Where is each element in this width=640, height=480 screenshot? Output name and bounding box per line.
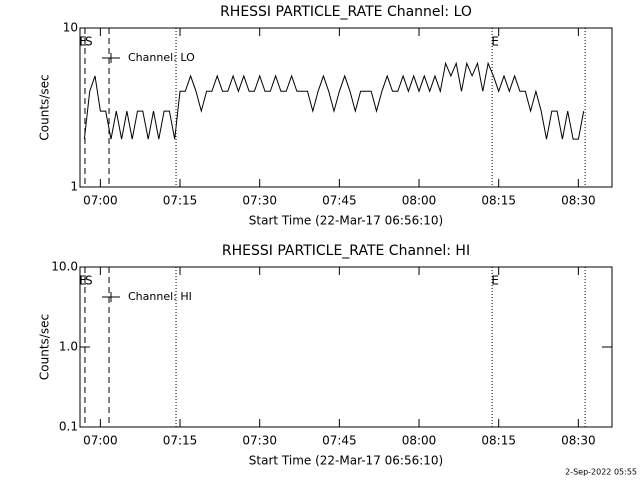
x-tick-label: 07:00 (83, 434, 118, 448)
x-tick-label: 07:30 (242, 194, 277, 208)
data-line (83, 61, 585, 140)
x-tick-label: 07:45 (322, 434, 357, 448)
x-axis-label: Start Time (22-Mar-17 06:56:10) (249, 454, 443, 468)
y-tick-label: 1.0 (59, 340, 78, 354)
y-axis-label: Counts/sec (38, 314, 52, 380)
annotation: S (85, 35, 93, 49)
x-tick-label: 07:45 (322, 194, 357, 208)
annotation: E (79, 35, 87, 49)
annotation: E (491, 274, 499, 288)
x-tick-label: 08:15 (481, 434, 516, 448)
legend-label: Channel: LO (128, 51, 195, 64)
legend-label: Channel: HI (128, 290, 192, 303)
y-tick-label: 10 (63, 21, 78, 35)
x-tick-label: 08:30 (561, 434, 596, 448)
annotation: E (79, 274, 87, 288)
chart-title: RHESSI PARTICLE_RATE Channel: LO (220, 4, 472, 20)
y-axis-label: Counts/sec (38, 74, 52, 140)
x-tick-label: 07:15 (163, 194, 198, 208)
footer: 2-Sep-2022 05:55 (565, 468, 637, 477)
x-tick-label: 07:15 (163, 434, 198, 448)
chart-title: RHESSI PARTICLE_RATE Channel: HI (222, 243, 470, 259)
x-tick-label: 08:30 (561, 194, 596, 208)
x-tick-label: 08:00 (402, 434, 437, 448)
x-tick-label: 07:00 (83, 194, 118, 208)
y-tick-label: 10.0 (51, 260, 78, 274)
x-tick-label: 07:30 (242, 434, 277, 448)
x-axis-label: Start Time (22-Mar-17 06:56:10) (249, 214, 443, 228)
annotation: E (491, 35, 499, 49)
y-tick-label: 1 (70, 180, 78, 194)
annotation: S (85, 274, 93, 288)
x-tick-label: 08:15 (481, 194, 516, 208)
plot-frame (79, 27, 613, 188)
x-tick-label: 08:00 (402, 194, 437, 208)
y-tick-label: 0.1 (59, 420, 78, 434)
